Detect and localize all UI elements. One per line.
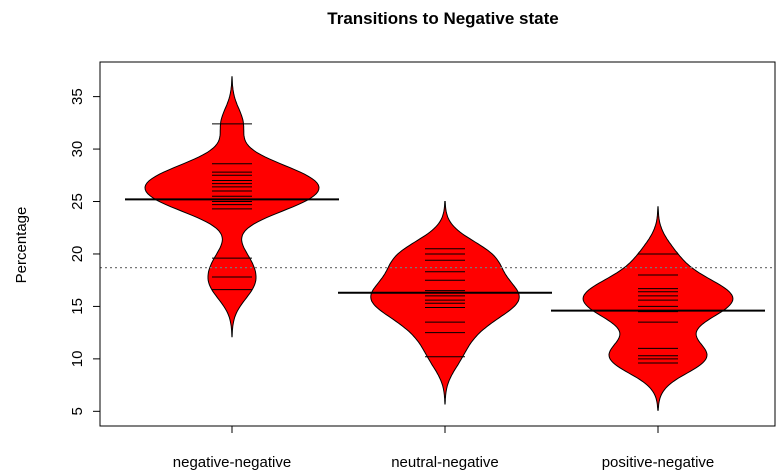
chart-title: Transitions to Negative state (327, 9, 558, 28)
bean-density (370, 201, 520, 405)
bean-density (582, 206, 734, 411)
plot-frame (99, 61, 776, 427)
y-tick-label: 5 (69, 407, 86, 415)
y-tick-label: 35 (69, 88, 86, 105)
y-tick-label: 30 (69, 141, 86, 158)
y-tick-label: 25 (69, 193, 86, 210)
y-axis-label: Percentage (13, 207, 30, 284)
y-tick-label: 10 (69, 351, 86, 368)
y-tick-label: 15 (69, 298, 86, 315)
y-tick-label: 20 (69, 246, 86, 263)
x-tick-label: negative-negative (173, 454, 291, 471)
bean-density (144, 76, 320, 338)
x-tick-label: positive-negative (602, 454, 715, 471)
x-tick-label: neutral-negative (391, 454, 499, 471)
